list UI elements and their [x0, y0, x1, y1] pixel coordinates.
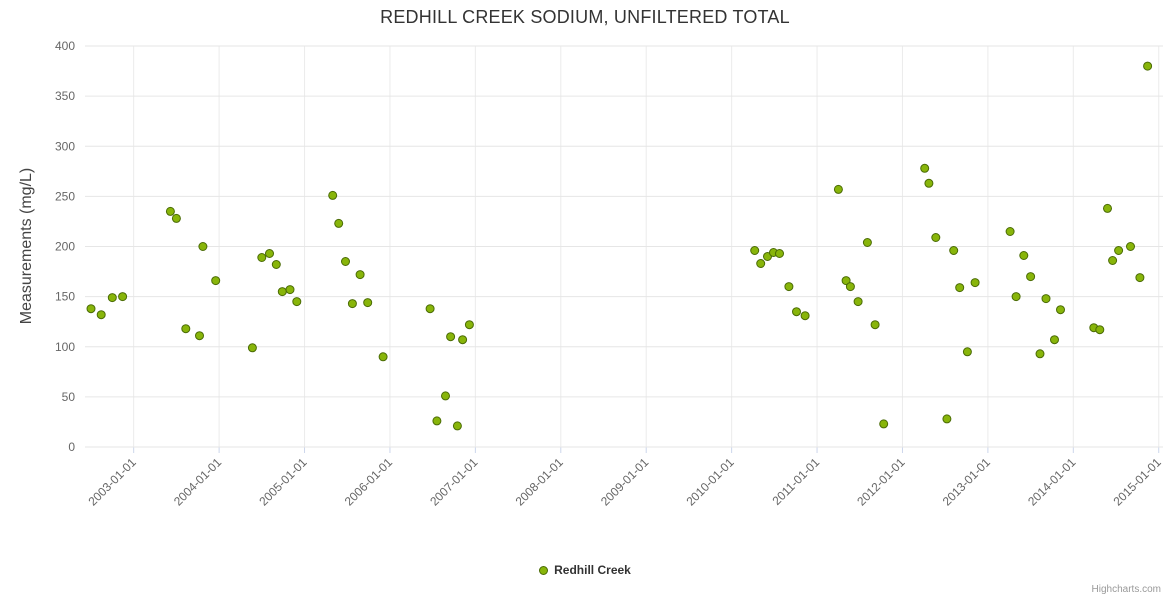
- legend-marker-icon: [539, 565, 549, 575]
- data-point[interactable]: [756, 259, 766, 268]
- y-axis-tick-label: 50: [62, 390, 76, 404]
- data-point[interactable]: [165, 206, 175, 216]
- data-point[interactable]: [1035, 349, 1045, 359]
- x-axis-tick-label: 2005-01-01: [256, 455, 310, 509]
- data-point[interactable]: [1108, 256, 1118, 265]
- x-axis-tick-label: 2007-01-01: [427, 455, 481, 509]
- data-point[interactable]: [1143, 61, 1153, 71]
- data-point[interactable]: [833, 184, 843, 194]
- data-point[interactable]: [1135, 273, 1145, 283]
- data-point[interactable]: [198, 242, 208, 251]
- data-point[interactable]: [949, 246, 959, 255]
- data-point[interactable]: [441, 391, 450, 401]
- data-point[interactable]: [355, 270, 365, 280]
- data-point[interactable]: [924, 178, 934, 188]
- data-point[interactable]: [870, 320, 880, 330]
- data-point[interactable]: [96, 310, 106, 320]
- data-point[interactable]: [452, 421, 462, 431]
- legend-item-redhill-creek[interactable]: Redhill Creek: [0, 563, 1170, 577]
- y-axis-tick-label: 400: [55, 39, 75, 53]
- y-axis-tick-label: 300: [55, 139, 75, 153]
- data-point[interactable]: [970, 278, 980, 288]
- data-point[interactable]: [211, 276, 221, 286]
- data-point[interactable]: [942, 414, 952, 424]
- data-point[interactable]: [845, 282, 855, 292]
- y-axis-tick-label: 200: [55, 240, 75, 254]
- data-point[interactable]: [962, 347, 972, 357]
- data-point[interactable]: [363, 298, 373, 308]
- data-point[interactable]: [792, 307, 801, 317]
- data-point[interactable]: [931, 233, 941, 242]
- data-point[interactable]: [862, 238, 872, 247]
- data-point[interactable]: [1095, 325, 1105, 335]
- plot-area: 2003-01-01 2004-01-01 2005-01-01 2006-01-01…: [55, 39, 1165, 509]
- data-point[interactable]: [784, 282, 794, 292]
- data-point[interactable]: [841, 276, 851, 286]
- data-point[interactable]: [853, 297, 863, 307]
- data-point[interactable]: [1126, 242, 1135, 251]
- data-point[interactable]: [271, 260, 281, 269]
- data-point[interactable]: [425, 304, 435, 314]
- y-axis-tick-label: 250: [55, 189, 75, 203]
- y-axis-tick-label: 150: [55, 290, 75, 304]
- legend-label: Redhill Creek: [554, 563, 631, 577]
- data-point[interactable]: [955, 283, 965, 293]
- y-axis-tick-label: 100: [55, 340, 75, 354]
- data-point[interactable]: [1011, 292, 1021, 302]
- data-point[interactable]: [86, 304, 96, 314]
- data-point[interactable]: [171, 213, 181, 223]
- y-axis-tick-label: 350: [55, 89, 75, 103]
- data-point[interactable]: [1056, 305, 1065, 315]
- data-point[interactable]: [1050, 335, 1059, 345]
- x-axis-tick-label: 2008-01-01: [513, 455, 567, 509]
- data-point[interactable]: [277, 287, 287, 297]
- data-point[interactable]: [292, 297, 302, 307]
- data-point[interactable]: [800, 311, 810, 321]
- x-axis-tick-label: 2006-01-01: [342, 455, 396, 509]
- x-axis-tick-label: 2003-01-01: [86, 455, 140, 509]
- data-point[interactable]: [1041, 294, 1051, 304]
- data-point[interactable]: [879, 419, 889, 429]
- data-point[interactable]: [446, 332, 456, 342]
- data-point[interactable]: [341, 257, 350, 266]
- data-point[interactable]: [257, 253, 267, 262]
- data-point[interactable]: [920, 163, 930, 173]
- data-point[interactable]: [1005, 227, 1015, 236]
- x-axis-tick-label: 2013-01-01: [940, 455, 994, 509]
- data-point[interactable]: [181, 324, 191, 334]
- data-point[interactable]: [347, 299, 357, 309]
- highcharts-credits-link[interactable]: Highcharts.com: [1091, 584, 1161, 595]
- data-point[interactable]: [1114, 246, 1124, 255]
- x-axis-tick-label: 2014-01-01: [1025, 455, 1079, 509]
- data-point[interactable]: [247, 343, 257, 353]
- x-axis-tick-label: 2009-01-01: [598, 455, 652, 509]
- data-point[interactable]: [118, 292, 128, 302]
- x-axis-tick-label: 2012-01-01: [854, 455, 908, 509]
- x-axis-tick-label: 2004-01-01: [171, 455, 225, 509]
- data-point[interactable]: [1019, 251, 1029, 260]
- data-point[interactable]: [432, 416, 442, 426]
- x-axis-tick-label: 2010-01-01: [683, 455, 737, 509]
- x-axis-tick-label: 2011-01-01: [769, 455, 822, 508]
- data-point[interactable]: [195, 331, 204, 341]
- data-point[interactable]: [1026, 272, 1036, 282]
- y-axis-tick-label: 0: [68, 440, 75, 454]
- x-axis-tick-label: 2015-01-01: [1111, 455, 1165, 509]
- data-point[interactable]: [458, 335, 468, 345]
- data-point[interactable]: [750, 246, 760, 255]
- data-point[interactable]: [378, 352, 388, 362]
- chart-title: REDHILL CREEK SODIUM, UNFILTERED TOTAL: [380, 7, 790, 27]
- data-point[interactable]: [265, 249, 274, 258]
- data-point[interactable]: [328, 190, 338, 200]
- data-point[interactable]: [464, 320, 474, 330]
- data-point[interactable]: [1103, 203, 1112, 213]
- data-point[interactable]: [775, 249, 784, 258]
- data-point[interactable]: [334, 218, 344, 228]
- data-point[interactable]: [107, 293, 117, 303]
- data-point[interactable]: [285, 285, 295, 295]
